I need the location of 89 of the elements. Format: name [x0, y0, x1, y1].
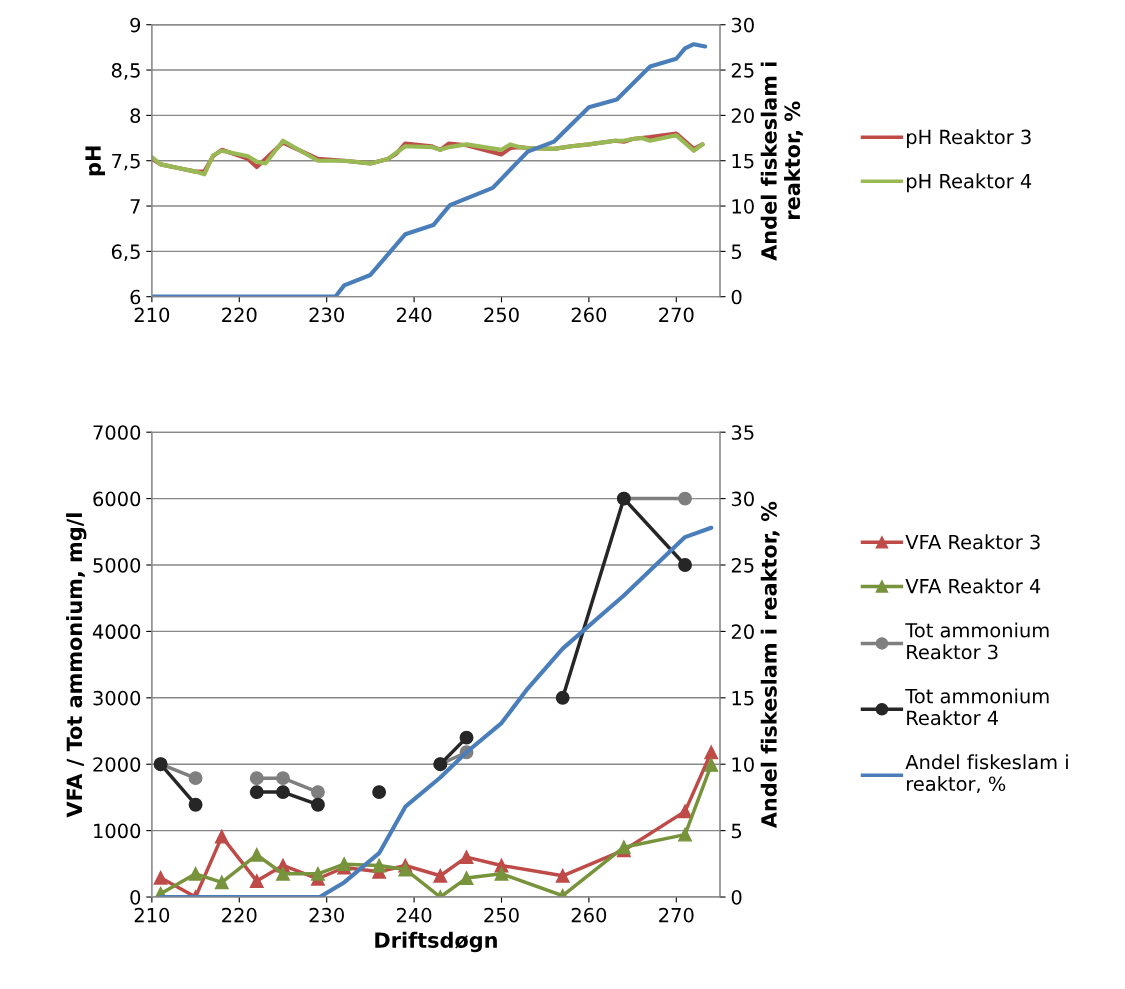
y-tick-label: 4000	[92, 624, 141, 640]
point	[214, 875, 229, 890]
point	[678, 558, 692, 572]
point	[459, 730, 474, 745]
y-tick-label: 3000	[93, 690, 141, 706]
y2-tick-label: 10	[732, 199, 754, 214]
point	[276, 866, 290, 881]
y2-tick-label: 25	[731, 557, 754, 573]
y2-axis-title: Andel fiskeslam i reaktor, %	[760, 62, 803, 261]
point	[678, 827, 692, 842]
x-tick-label: 220	[222, 307, 257, 323]
point	[704, 757, 719, 772]
legend-label: VFA Reaktor 4	[905, 578, 1041, 594]
y-tick-label: 1000	[94, 823, 141, 839]
y-tick-label: 8,5	[111, 63, 140, 80]
y-tick-label: 7,5	[112, 153, 140, 171]
x-tick-label: 210	[134, 907, 170, 923]
point	[310, 785, 325, 800]
point	[249, 785, 264, 800]
y-tick-label: 0	[130, 889, 141, 905]
x-tick-label: 230	[309, 907, 344, 923]
point	[188, 797, 203, 812]
legend-label: VFA Reaktor 3	[905, 534, 1040, 550]
x-tick-label: 230	[309, 307, 344, 323]
point	[555, 690, 570, 705]
legend-label: Tot ammonium Reaktor 3	[905, 622, 1049, 660]
point	[214, 829, 229, 844]
point	[276, 785, 290, 800]
x-tick-label: 250	[484, 307, 519, 323]
y2-tick-label: 15	[732, 153, 754, 169]
legend-label: Andel fiskeslam i reaktor, %	[905, 754, 1068, 794]
y-tick-label: 6	[130, 289, 141, 305]
y2-tick-label: 5	[731, 244, 742, 260]
point	[188, 866, 203, 881]
x-tick-label: 240	[396, 907, 432, 923]
y2-tick-label: 15	[732, 691, 754, 706]
point	[276, 771, 290, 786]
point	[704, 745, 719, 760]
point	[678, 491, 692, 506]
y2-tick-label: 5	[731, 823, 742, 839]
y-tick-label: 8	[130, 108, 141, 124]
y2-tick-label: 10	[732, 757, 754, 772]
y-axis-title: VFA / Tot ammonium, mg/l	[66, 513, 87, 818]
x-tick-label: 270	[659, 907, 694, 923]
x-tick-label: 270	[659, 307, 694, 323]
y2-tick-label: 0	[731, 889, 742, 905]
y-tick-label: 9	[130, 17, 141, 33]
legend-label: pH Reaktor 3	[907, 129, 1031, 149]
y-tick-label: 6,5	[111, 244, 140, 262]
point	[398, 862, 413, 877]
y2-tick-label: 0	[731, 289, 742, 305]
y-tick-label: 7000	[93, 425, 141, 440]
point	[372, 785, 387, 800]
point	[249, 771, 264, 786]
y-tick-label: 2000	[93, 757, 141, 772]
y-axis-title: pH	[85, 146, 105, 176]
point	[555, 868, 570, 883]
y2-tick-label: 30	[731, 491, 754, 507]
legend-label: Tot ammonium Reaktor 4	[905, 688, 1049, 726]
x-tick-label: 240	[396, 307, 432, 323]
point	[310, 866, 325, 881]
point	[459, 871, 474, 886]
x-tick-label: 260	[571, 307, 607, 323]
y2-tick-label: 30	[731, 17, 754, 33]
y2-tick-label: 35	[731, 425, 754, 440]
point	[249, 847, 264, 862]
x-tick-label: 250	[484, 907, 519, 923]
y2-tick-label: 20	[731, 108, 754, 124]
y-tick-label: 5000	[93, 557, 141, 573]
y2-tick-label: 25	[731, 63, 754, 78]
x-tick-label: 220	[222, 907, 257, 923]
point	[678, 804, 692, 819]
y-tick-label: 6000	[93, 491, 141, 507]
legend-label: pH Reaktor 4	[907, 173, 1032, 193]
point	[188, 771, 203, 786]
point	[459, 850, 474, 865]
x-tick-label: 260	[571, 907, 607, 923]
point	[153, 870, 168, 885]
y2-axis-title: Andel fiskeslam i reaktor, %	[760, 501, 780, 829]
point	[372, 858, 387, 873]
line-series	[151, 42, 708, 297]
x-axis-title: Driftsdøgn	[375, 931, 497, 953]
point	[433, 868, 448, 883]
x-tick-label: 210	[134, 307, 170, 323]
y2-tick-label: 20	[731, 624, 754, 640]
point	[249, 874, 264, 889]
y-tick-label: 7	[130, 199, 140, 214]
point	[494, 866, 509, 881]
point	[310, 797, 325, 812]
